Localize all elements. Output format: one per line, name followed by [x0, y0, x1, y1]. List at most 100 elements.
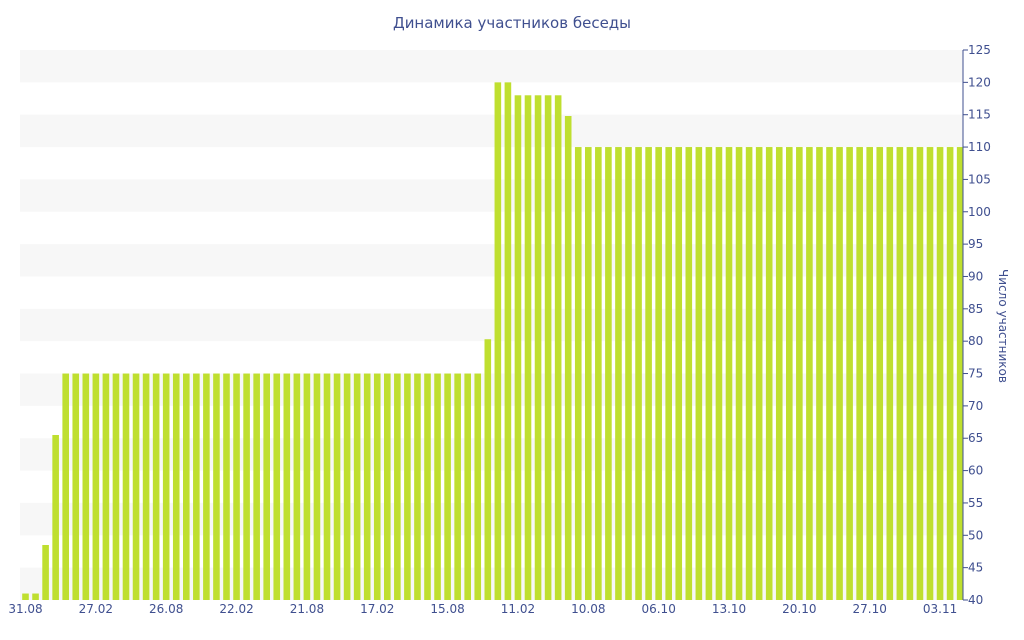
y-tick-label: 85 [968, 302, 983, 316]
bar [404, 373, 411, 600]
bar [72, 373, 80, 600]
bar [92, 373, 100, 600]
bar [484, 339, 492, 600]
bar [926, 147, 934, 600]
bar [574, 147, 582, 600]
bar [635, 147, 642, 600]
y-tick-label: 65 [968, 431, 983, 445]
y-tick-label: 45 [968, 561, 983, 575]
bar [715, 147, 723, 600]
bar [112, 373, 120, 600]
bar [253, 373, 260, 600]
grid-band [20, 308, 963, 342]
y-tick-label: 70 [968, 399, 983, 413]
bar [916, 147, 924, 600]
bar [585, 147, 592, 600]
bar [172, 373, 180, 600]
y-tick-label: 115 [968, 108, 991, 122]
bar [725, 147, 733, 600]
bar [132, 373, 140, 600]
bar [544, 95, 552, 600]
bar [223, 373, 230, 600]
y-tick-label: 90 [968, 269, 983, 283]
x-tick-label: 22.02 [219, 602, 253, 616]
bar [896, 147, 904, 600]
bar [524, 95, 532, 600]
y-tick-label: 125 [968, 43, 991, 57]
chart-title: Динамика участников беседы [392, 14, 632, 32]
bar [162, 373, 170, 600]
bar [705, 147, 713, 600]
bar [343, 373, 351, 600]
x-tick-label: 15.08 [430, 602, 464, 616]
bar [876, 147, 884, 600]
bar [806, 147, 813, 600]
y-tick-label: 60 [968, 464, 983, 478]
bar [293, 373, 301, 600]
bar [394, 373, 401, 600]
grid-band [20, 244, 963, 277]
bar [886, 147, 894, 600]
x-tick-label: 10.08 [571, 602, 605, 616]
y-tick-label: 40 [968, 593, 983, 607]
bar [353, 373, 361, 600]
y-tick-label: 50 [968, 528, 983, 542]
bar [414, 373, 421, 600]
bar [695, 147, 703, 600]
bar [625, 147, 632, 600]
bar [866, 147, 873, 600]
x-tick-label: 13.10 [712, 602, 746, 616]
bar [474, 373, 482, 600]
grid-band [20, 114, 963, 148]
bar [323, 373, 331, 600]
bar [203, 373, 210, 600]
bar [504, 82, 512, 601]
x-tick-label: 21.08 [290, 602, 324, 616]
bar [836, 147, 843, 600]
y-tick-label: 120 [968, 75, 991, 89]
x-tick-label: 20.10 [782, 602, 816, 616]
bar [313, 373, 321, 600]
bar [82, 373, 90, 600]
bar [595, 147, 602, 600]
bar [233, 373, 240, 600]
bar [363, 373, 371, 600]
bar [273, 373, 281, 600]
bar [564, 116, 572, 600]
bar [444, 373, 451, 600]
bar [464, 373, 471, 600]
y-tick-label: 75 [968, 367, 983, 381]
bar [765, 147, 773, 600]
bar [193, 373, 200, 600]
bar [826, 147, 833, 600]
bar [152, 373, 160, 600]
y-axis-label: Число участников [996, 269, 1010, 383]
bar [333, 373, 341, 600]
bar [384, 373, 391, 600]
bar [645, 147, 652, 600]
bar [655, 147, 662, 600]
bar [263, 373, 270, 600]
bar [243, 373, 250, 600]
bar [22, 593, 29, 600]
bar [62, 373, 69, 600]
x-tick-label: 26.08 [149, 602, 183, 616]
bar [605, 147, 612, 600]
bar [122, 373, 130, 600]
y-tick-label: 105 [968, 172, 991, 186]
bar [454, 373, 461, 600]
bar [675, 147, 683, 600]
bar [685, 147, 693, 600]
bar [514, 95, 522, 600]
bar [775, 147, 783, 600]
bar [956, 147, 964, 600]
y-tick-label: 100 [968, 205, 991, 219]
bar [373, 373, 381, 600]
x-tick-label: 27.10 [853, 602, 887, 616]
bar [213, 373, 220, 600]
bar [52, 435, 59, 600]
grid-band [20, 179, 963, 212]
bar [755, 147, 763, 600]
